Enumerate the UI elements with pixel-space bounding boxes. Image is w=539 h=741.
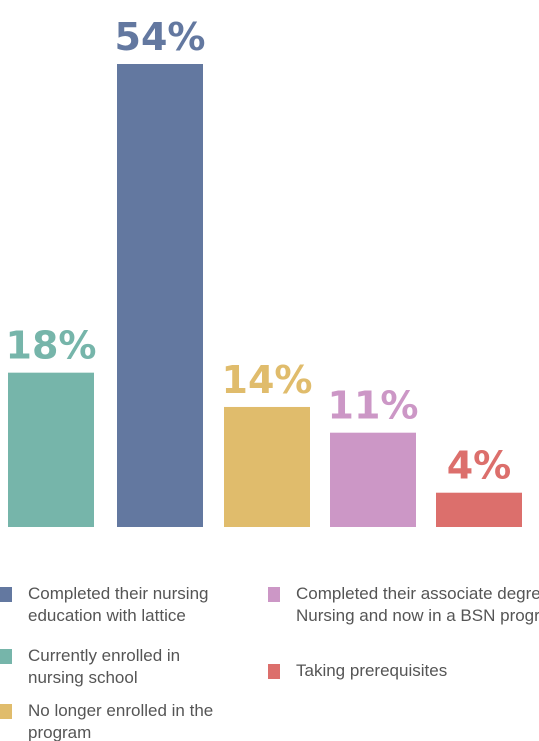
legend-label: Completed their associate degree in Nurs… — [296, 584, 539, 625]
value-label: 11% — [328, 384, 419, 428]
value-label: 54% — [115, 15, 206, 59]
legend-label: No longer enrolled in the program — [28, 701, 214, 741]
bar — [224, 406, 310, 527]
legend-swatch — [0, 704, 12, 719]
chart: 18% 54% 14% 11% 4% — [6, 15, 522, 527]
legend-swatch — [268, 587, 280, 602]
legend-label: Completed their nursing education with l… — [28, 584, 209, 625]
bar — [117, 64, 203, 527]
value-label: 18% — [6, 324, 97, 368]
legend-swatch — [0, 649, 12, 664]
legend-swatch — [268, 664, 280, 679]
value-label: 4% — [447, 444, 512, 488]
legend-label: Currently enrolled in nursing school — [28, 646, 181, 687]
bar — [330, 432, 416, 527]
legend-label: Taking prerequisites — [296, 661, 448, 680]
value-label: 14% — [222, 358, 313, 402]
bar — [8, 372, 94, 527]
legend-swatch — [0, 587, 12, 602]
bar — [436, 492, 522, 527]
